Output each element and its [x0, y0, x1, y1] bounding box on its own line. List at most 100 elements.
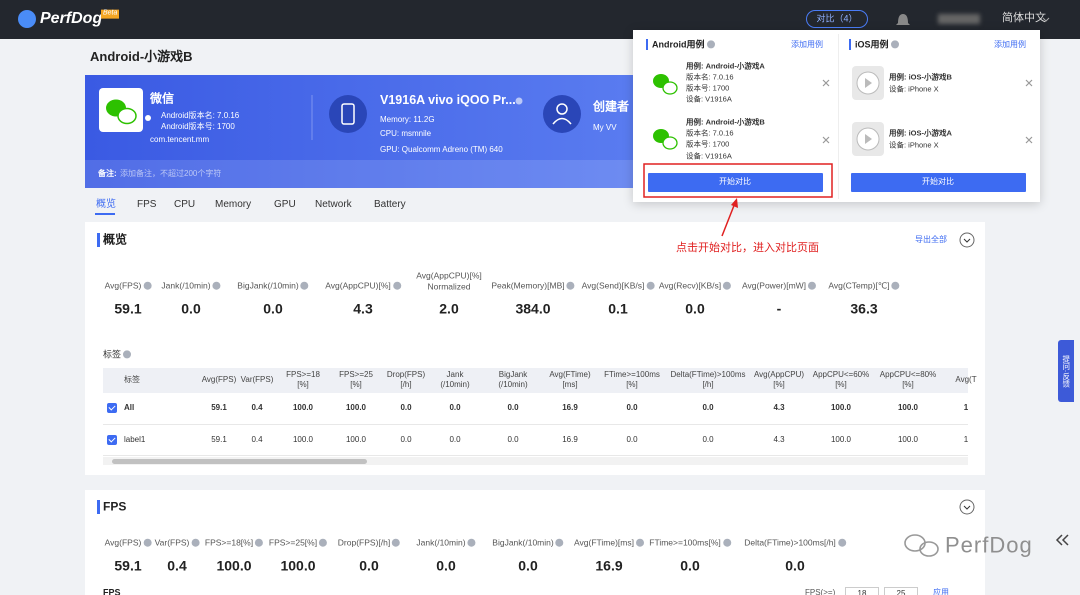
row-checkbox[interactable]	[107, 403, 117, 413]
section-title: FPS	[103, 499, 127, 514]
table-cell: 0.0	[702, 435, 714, 444]
table-header-cell: 标签	[124, 375, 140, 384]
compare-button[interactable]	[806, 10, 868, 28]
metric-value: 0.0	[785, 557, 805, 574]
popup-bar	[849, 39, 851, 50]
table-cell: 0.4	[251, 435, 263, 444]
table-cell: 0.0	[626, 403, 638, 412]
table-header-cell: FTime>=100ms [%]	[604, 370, 660, 389]
table-cell: 100.0	[897, 403, 919, 412]
device-name: V1916A vivo iQOO Pr...	[380, 93, 516, 108]
export-link[interactable]: 导出全部	[915, 235, 947, 244]
metric-label: Avg(AppCPU)[%]	[325, 281, 401, 292]
table-header-cell: Avg(FTime) [ms]	[549, 370, 591, 389]
tab[interactable]: FPS	[137, 198, 157, 210]
threshold-label: FPS(>=)	[805, 588, 836, 595]
table-header-cell: FPS>=18 [%]	[286, 370, 320, 389]
tab[interactable]: Network	[315, 198, 352, 210]
table-header-cell: AppCPU<=80% [%]	[879, 370, 937, 389]
metric-label: FTime>=100ms[%]	[649, 538, 731, 549]
side-tab-label[interactable]: 提问·反馈	[1061, 354, 1071, 388]
package: com.tencent.mm	[150, 135, 210, 144]
metric-label: BigJank(/10min)	[492, 538, 563, 549]
device-cpu: CPU: msmnile	[380, 129, 432, 138]
table-cell: 16.9	[562, 403, 578, 412]
table-header-cell: FPS>=25 [%]	[339, 370, 373, 389]
popup-title: iOS用例	[855, 39, 899, 50]
table-header-cell: Drop(FPS) [/h]	[386, 370, 426, 389]
metric-value: 59.1	[114, 300, 142, 317]
popup-title: Android用例	[652, 39, 715, 50]
tab[interactable]: 概览	[96, 198, 116, 210]
tab[interactable]: CPU	[174, 198, 196, 210]
table-header-cell: Delta(FTime)>100ms [/h]	[670, 370, 746, 389]
case-line: 用例: Android-小游戏B	[686, 117, 765, 127]
apply-link[interactable]: 应用	[933, 588, 949, 595]
start-compare-button[interactable]	[851, 173, 1026, 192]
table-cell: label1	[124, 435, 146, 444]
compare-label[interactable]: 对比（4）	[816, 13, 858, 24]
tab[interactable]: Battery	[374, 198, 406, 210]
case-line: 版本名: 7.0.16	[686, 128, 734, 138]
metric-label: Var(FPS)	[155, 538, 200, 549]
case-line: 用例: iOS-小游戏B	[889, 72, 952, 82]
tab[interactable]: Memory	[215, 198, 252, 210]
watermark: PerfDog	[945, 532, 1033, 558]
table-cell: 0.0	[507, 435, 519, 444]
metric-label: Avg(FPS)	[105, 538, 152, 549]
table-header-cell: Avg(AppCPU) [%]	[753, 370, 805, 389]
remark-label: 备注:	[98, 169, 117, 178]
table-cell: 1	[963, 403, 969, 412]
add-case-link[interactable]: 添加用例	[791, 40, 823, 49]
creator-label: 创建者	[593, 99, 630, 114]
section-bar	[97, 233, 100, 247]
table-cell: 1	[963, 435, 969, 444]
scroll-track	[103, 457, 968, 465]
row-checkbox[interactable]	[107, 435, 117, 445]
table-cell: All	[124, 403, 135, 412]
table-cell: 0.4	[251, 403, 263, 412]
table-header	[103, 368, 968, 393]
table-cell: 0.0	[507, 403, 519, 412]
case-line: 设备: iPhone X	[889, 84, 939, 94]
badge: Beta	[101, 9, 120, 19]
metric-value: 0.0	[359, 557, 379, 574]
table-header-cell: BigJank (/10min)	[498, 370, 528, 389]
table-cell: 100.0	[830, 403, 852, 412]
metric-label: Avg(Recv)[KB/s]	[659, 281, 731, 292]
case-line: 设备: V1916A	[686, 94, 732, 104]
metric-value: 0.0	[680, 557, 700, 574]
metric-label: Drop(FPS)[/h]	[338, 538, 400, 549]
table-cell: 100.0	[292, 403, 314, 412]
tab[interactable]: GPU	[274, 198, 296, 210]
metric-value: 0.1	[608, 300, 628, 317]
case-line: 用例: iOS-小游戏A	[889, 128, 952, 138]
metric-value: 36.3	[850, 300, 878, 317]
threshold-input[interactable]	[884, 587, 918, 595]
metric-value: 0.0	[181, 300, 201, 317]
table-cell: 100.0	[897, 435, 919, 444]
scroll-thumb[interactable]	[112, 459, 367, 464]
start-compare-label[interactable]: 开始对比	[922, 177, 954, 186]
language[interactable]: 简体中文	[1002, 12, 1046, 25]
threshold-input[interactable]	[845, 587, 879, 595]
side-tab[interactable]	[1058, 340, 1074, 402]
case-line: 版本号: 1700	[686, 139, 730, 149]
case-line: 设备: V1916A	[686, 151, 732, 161]
case-line: 设备: iPhone X	[889, 140, 939, 150]
threshold-value[interactable]: 25	[896, 589, 906, 595]
metric-value: 16.9	[595, 557, 623, 574]
table-header-cell: Jank (/10min)	[440, 370, 470, 389]
device-memory: Memory: 11.2G	[380, 115, 435, 124]
start-compare-label[interactable]: 开始对比	[719, 177, 751, 186]
table-cell: 16.9	[562, 435, 578, 444]
metric-label: Avg(FTime)[ms]	[574, 538, 644, 549]
remark-input[interactable]: 添加备注，不超过200个字符	[120, 169, 222, 178]
remark-bar	[85, 160, 640, 188]
table-cell: 59.1	[211, 403, 227, 412]
metric-label: FPS>=18[%]	[205, 538, 263, 549]
metric-value: 2.0	[439, 300, 459, 317]
threshold-value[interactable]: 18	[857, 589, 867, 595]
add-case-link[interactable]: 添加用例	[994, 40, 1026, 49]
metric-value: 0.0	[436, 557, 456, 574]
